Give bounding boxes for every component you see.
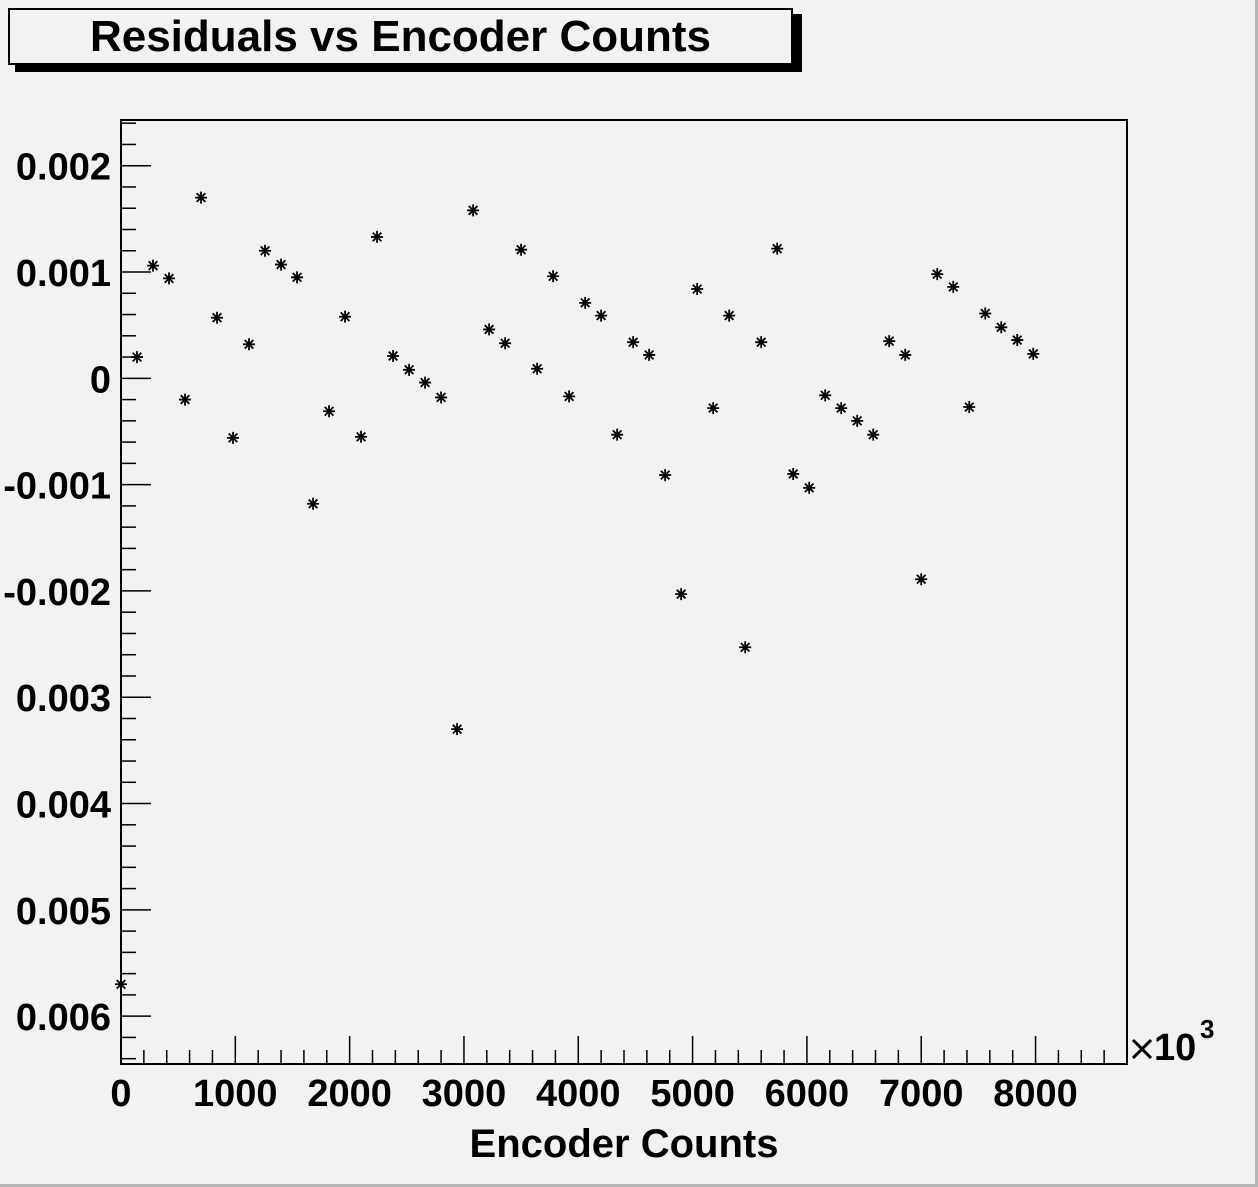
data-point (403, 363, 416, 376)
data-point (867, 428, 880, 441)
data-point (803, 481, 816, 494)
x-tick-label: 3000 (422, 1073, 507, 1115)
data-point (579, 296, 592, 309)
data-point (915, 573, 928, 586)
data-point (851, 414, 864, 427)
data-point (771, 242, 784, 255)
data-point (675, 588, 688, 601)
data-point (1027, 347, 1040, 360)
data-point (211, 311, 224, 324)
data-point (339, 310, 352, 323)
data-point (291, 271, 304, 284)
x-axis-multiplier: 10 3 (1131, 1014, 1214, 1069)
data-point (515, 243, 528, 256)
data-point (883, 335, 896, 348)
data-point (1011, 334, 1024, 347)
x-axis-multiplier-base: 10 (1154, 1027, 1196, 1069)
data-point (643, 348, 656, 361)
data-point (163, 272, 176, 285)
x-tick-label: 4000 (536, 1073, 621, 1115)
x-tick-label: 5000 (650, 1073, 735, 1115)
x-tick-label: 8000 (993, 1073, 1078, 1115)
x-tick-label: 1000 (193, 1073, 278, 1115)
data-point (115, 978, 127, 991)
y-tick-label: -0.001 (3, 466, 111, 508)
data-point (691, 283, 704, 296)
data-point (995, 321, 1008, 334)
data-point (707, 402, 720, 415)
y-tick-labels: 0.002 0.001 0 -0.001 -0.002 0.003 0.004 0.005 0.… (3, 147, 111, 1039)
data-point (483, 323, 496, 336)
data-point (659, 469, 672, 482)
data-points (115, 191, 1040, 991)
data-point (371, 230, 384, 243)
data-point (131, 351, 144, 364)
data-point (195, 191, 208, 204)
x-axis-ticks (120, 1036, 1128, 1064)
x-tick-label: 7000 (879, 1073, 964, 1115)
data-point (595, 309, 608, 322)
data-point (931, 268, 944, 281)
data-point (179, 393, 192, 406)
data-point (739, 641, 752, 654)
data-point (723, 309, 736, 322)
data-point (355, 430, 368, 443)
data-point (947, 280, 960, 293)
data-point (563, 390, 576, 403)
x-axis-label: Encoder Counts (470, 1122, 779, 1166)
y-axis-ticks (121, 122, 151, 1060)
data-point (963, 401, 976, 414)
y-tick-label: 0.003 (16, 678, 111, 720)
y-tick-label: -0.002 (3, 572, 111, 614)
data-point (387, 350, 400, 362)
y-tick-label: 0.002 (16, 147, 111, 189)
x-tick-label: 6000 (765, 1073, 850, 1115)
data-point (307, 497, 320, 510)
data-point (259, 244, 272, 257)
y-tick-label: 0.005 (16, 891, 111, 933)
y-tick-label: 0.001 (16, 253, 111, 295)
data-point (787, 468, 800, 480)
x-tick-label: 2000 (307, 1073, 392, 1115)
data-point (611, 428, 624, 441)
data-point (835, 402, 848, 415)
chart-title: Residuals vs Encoder Counts (89, 11, 712, 61)
data-point (755, 336, 768, 349)
data-point (451, 723, 464, 736)
data-point (275, 258, 288, 271)
data-point (899, 348, 912, 361)
x-axis-multiplier-exponent: 3 (1200, 1014, 1214, 1044)
data-point (323, 405, 336, 418)
data-point (227, 431, 240, 444)
title-box: Residuals vs Encoder Counts (8, 8, 793, 65)
data-point (419, 376, 432, 389)
x-tick-label: 0 (110, 1073, 131, 1115)
data-point (547, 270, 560, 283)
data-point (467, 204, 480, 217)
data-point (243, 338, 256, 351)
data-point (819, 389, 832, 402)
y-tick-label: 0.006 (16, 997, 111, 1039)
data-point (499, 337, 512, 350)
data-point (147, 259, 160, 272)
data-point (627, 336, 640, 349)
data-point (531, 362, 544, 375)
y-tick-label: 0 (90, 359, 111, 401)
x-tick-labels: 0 1000 2000 3000 4000 5000 6000 7000 8000 (110, 1073, 1077, 1115)
data-point (435, 391, 448, 404)
plot-frame (120, 119, 1128, 1065)
data-point (979, 307, 992, 320)
y-tick-label: 0.004 (16, 785, 111, 827)
